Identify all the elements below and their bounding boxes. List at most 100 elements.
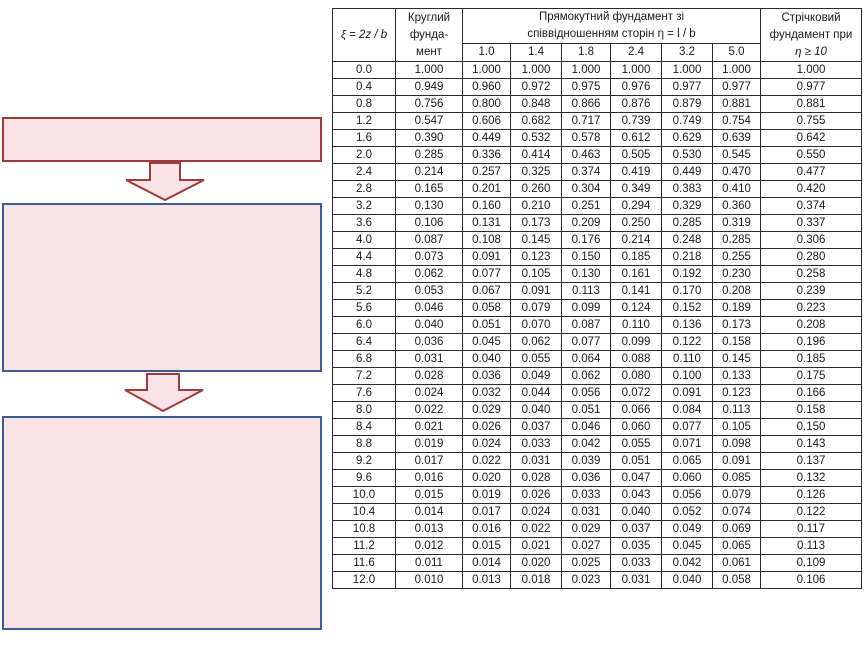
coefficient-cell: 1.000 [711,61,762,79]
xi-value-cell: 4.4 [332,248,396,266]
coefficient-cell: 0.099 [561,299,611,317]
coefficient-cell: 0.113 [711,401,762,419]
coefficient-cell: 0.070 [510,316,562,334]
coefficient-cell: 0.329 [661,197,713,215]
coefficient-cell: 0.257 [462,163,511,181]
coefficient-cell: 0.072 [610,384,662,402]
coefficient-cell: 0.754 [711,112,762,130]
xi-value-cell: 8.8 [332,435,396,453]
table-body: 0.0 1.000 1.000 1.000 1.000 1.000 1.000 1.000 1.… [332,61,863,589]
coefficient-cell: 0.051 [610,452,662,470]
coefficient-cell: 0.192 [661,265,713,283]
coefficient-cell: 1.000 [510,61,562,79]
coefficient-cell: 0.045 [661,537,713,555]
coefficient-cell: 0.285 [395,146,463,164]
coefficient-cell: 0.049 [661,520,713,538]
coefficient-cell: 0.463 [561,146,611,164]
coefficient-cell: 0.477 [760,163,863,181]
coefficient-cell: 0.130 [395,197,463,215]
coefficient-cell: 0.069 [711,520,762,538]
coefficient-cell: 0.449 [661,163,713,181]
coefficient-cell: 0.026 [510,486,562,504]
table-row: 4.0 0.087 0.108 0.145 0.176 0.214 0.248 0.285 0.… [332,231,863,249]
coefficient-cell: 0.145 [510,231,562,249]
coefficient-cell: 0.028 [510,469,562,487]
coefficient-cell: 0.150 [561,248,611,266]
coefficient-cell: 0.248 [661,231,713,249]
coefficient-cell: 0.800 [462,95,511,113]
round-foundation-header: Круглий фунда- мент [395,8,463,62]
coefficient-cell: 0.209 [561,214,611,232]
coefficient-cell: 0.033 [610,554,662,572]
coefficient-cell: 0.881 [711,95,762,113]
coefficient-cell: 0.110 [610,316,662,334]
coefficient-cell: 0.106 [395,214,463,232]
coefficient-cell: 0.010 [395,571,463,589]
coefficient-cell: 0.077 [661,418,713,436]
coefficient-cell: 0.091 [462,248,511,266]
xi-value-cell: 5.2 [332,282,396,300]
coefficient-cell: 0.024 [462,435,511,453]
coefficient-cell: 0.051 [462,316,511,334]
table-row: 8.4 0.021 0.026 0.037 0.046 0.060 0.077 0.105 0.… [332,418,863,436]
xi-value-cell: 11.6 [332,554,396,572]
coefficient-cell: 0.105 [510,265,562,283]
table-row: 7.6 0.024 0.032 0.044 0.056 0.072 0.091 0.123 0.… [332,384,863,402]
coefficient-cell: 0.975 [561,78,611,96]
coefficient-cell: 0.015 [395,486,463,504]
xi-value-cell: 7.2 [332,367,396,385]
coefficient-cell: 0.087 [395,231,463,249]
coefficient-cell: 0.414 [510,146,562,164]
eta-header-cell: 1.0 [462,43,511,62]
xi-column-header: ξ = 2z / b [332,8,396,62]
table-row: 0.0 1.000 1.000 1.000 1.000 1.000 1.000 1.000 1.… [332,61,863,79]
coefficient-cell: 0.214 [395,163,463,181]
xi-value-cell: 4.8 [332,265,396,283]
coefficient-cell: 0.012 [395,537,463,555]
coefficient-cell: 0.285 [661,214,713,232]
coefficient-cell: 0.175 [760,367,863,385]
coefficient-cell: 0.019 [395,435,463,453]
coefficient-cell: 0.015 [462,537,511,555]
coefficient-cell: 0.033 [561,486,611,504]
coefficient-cell: 0.036 [561,469,611,487]
coefficient-cell: 0.152 [661,299,713,317]
coefficient-cell: 0.133 [711,367,762,385]
coefficient-cell: 0.062 [510,333,562,351]
coefficient-cell: 0.122 [661,333,713,351]
coefficient-cell: 0.972 [510,78,562,96]
down-arrow-icon [124,373,204,413]
xi-value-cell: 9.6 [332,469,396,487]
coefficient-cell: 0.410 [711,180,762,198]
coefficient-cell: 0.132 [760,469,863,487]
coefficient-cell: 0.040 [610,503,662,521]
coefficient-cell: 0.196 [760,333,863,351]
coefficient-cell: 0.166 [760,384,863,402]
coefficient-cell: 1.000 [561,61,611,79]
table-row: 9.2 0.017 0.022 0.031 0.039 0.051 0.065 0.091 0.… [332,452,863,470]
xi-value-cell: 10.4 [332,503,396,521]
coefficient-cell: 0.037 [610,520,662,538]
coefficient-cell: 0.019 [462,486,511,504]
xi-value-cell: 6.4 [332,333,396,351]
coefficient-cell: 0.532 [510,129,562,147]
coefficient-cell: 0.173 [510,214,562,232]
coefficient-cell: 0.319 [711,214,762,232]
coefficient-cell: 0.848 [510,95,562,113]
coefficient-cell: 0.013 [462,571,511,589]
table-row: 6.0 0.040 0.051 0.070 0.087 0.110 0.136 0.173 0.… [332,316,863,334]
coefficient-cell: 0.071 [661,435,713,453]
coefficient-cell: 0.028 [395,367,463,385]
coefficient-cell: 0.223 [760,299,863,317]
eta-header-cell: 3.2 [661,43,713,62]
table-row: 11.6 0.011 0.014 0.020 0.025 0.033 0.042 0.061 0… [332,554,863,572]
coefficient-cell: 0.250 [610,214,662,232]
coefficient-cell: 0.530 [661,146,713,164]
xi-value-cell: 3.2 [332,197,396,215]
coefficient-cell: 0.021 [510,537,562,555]
coefficient-cell: 0.079 [711,486,762,504]
coefficient-cell: 0.214 [610,231,662,249]
coefficient-cell: 0.099 [610,333,662,351]
coefficient-cell: 0.113 [760,537,863,555]
coefficient-cell: 0.042 [661,554,713,572]
